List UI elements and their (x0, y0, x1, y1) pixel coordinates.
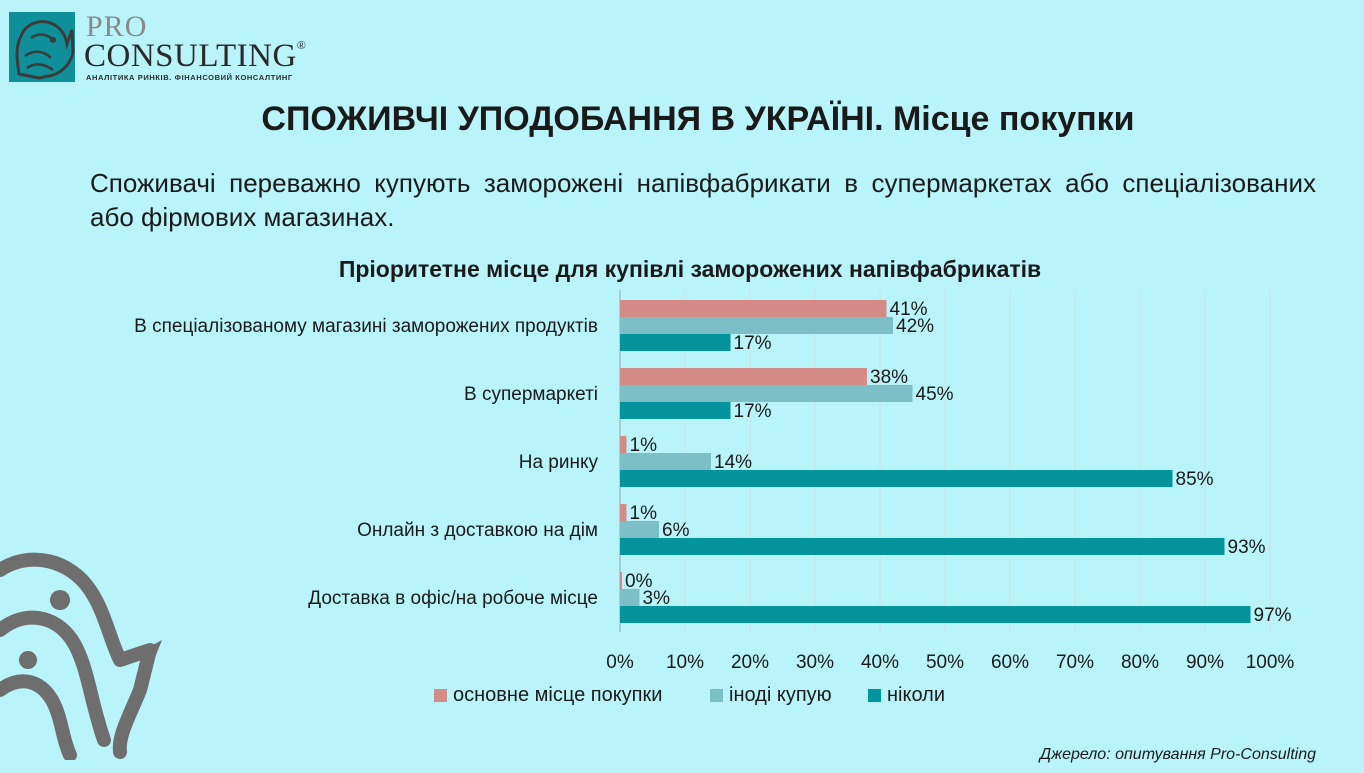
data-label: 1% (630, 435, 658, 456)
page-title: СПОЖИВЧІ УПОДОБАННЯ В УКРАЇНІ. Місце пок… (261, 100, 1135, 138)
data-label: 0% (625, 571, 653, 592)
data-label: 93% (1228, 537, 1266, 558)
x-tick-label: 20% (731, 652, 769, 673)
bar (620, 606, 1251, 623)
bar (620, 521, 659, 538)
bar (620, 317, 893, 334)
intro-text: Споживачі переважно купують заморожені н… (90, 168, 1316, 232)
bar (620, 538, 1225, 555)
legend-swatch-sometimes (710, 689, 723, 702)
brand-tagline: АНАЛІТИКА РИНКІВ. ФІНАНСОВИЙ КОНСАЛТИНГ (86, 73, 293, 82)
category-label: На ринку (519, 452, 599, 473)
source-note: Джерело: опитування Pro-Consulting (1039, 746, 1316, 763)
bar (620, 436, 627, 453)
data-label: 97% (1254, 605, 1292, 626)
legend-label-sometimes: іноді купую (729, 684, 832, 706)
x-tick-label: 80% (1121, 652, 1159, 673)
x-tick-label: 60% (991, 652, 1029, 673)
bar (620, 504, 627, 521)
legend-swatch-never (868, 689, 881, 702)
bar (620, 453, 711, 470)
data-label: 3% (643, 588, 671, 609)
x-tick-label: 10% (666, 652, 704, 673)
x-tick-label: 100% (1246, 652, 1295, 673)
data-label: 6% (662, 520, 690, 541)
category-label: В супермаркеті (464, 384, 598, 405)
bar (620, 572, 622, 589)
data-label: 17% (734, 401, 772, 422)
x-tick-label: 70% (1056, 652, 1094, 673)
category-label: Доставка в офіс/на робоче місце (308, 588, 598, 609)
data-label: 85% (1176, 469, 1214, 490)
legend-label-main: основне місце покупки (453, 684, 663, 706)
legend-swatch-main (434, 689, 447, 702)
x-tick-label: 90% (1186, 652, 1224, 673)
x-tick-label: 0% (606, 652, 634, 673)
bar (620, 368, 867, 385)
legend-label-never: ніколи (887, 684, 945, 706)
data-label: 41% (890, 299, 928, 320)
x-tick-label: 30% (796, 652, 834, 673)
bar (620, 300, 887, 317)
data-label: 38% (870, 367, 908, 388)
data-label: 45% (916, 384, 954, 405)
data-label: 14% (714, 452, 752, 473)
logo-rhino-icon (9, 12, 75, 82)
bar (620, 402, 731, 419)
data-label: 17% (734, 333, 772, 354)
category-label: Онлайн з доставкою на дім (357, 520, 598, 541)
rhino-illustration-icon (0, 552, 162, 760)
x-tick-label: 50% (926, 652, 964, 673)
chart-title: Пріоритетне місце для купівлі заморожени… (338, 256, 1042, 282)
x-tick-label: 40% (861, 652, 899, 673)
category-label: В спеціалізованому магазині заморожених … (134, 316, 598, 337)
bar (620, 385, 913, 402)
brand-consulting: CONSULTING® (84, 38, 307, 74)
data-label: 42% (896, 316, 934, 337)
bar (620, 589, 640, 606)
bar (620, 470, 1173, 487)
brand-pro: PRO (86, 10, 148, 43)
data-label: 1% (630, 503, 658, 524)
bar (620, 334, 731, 351)
